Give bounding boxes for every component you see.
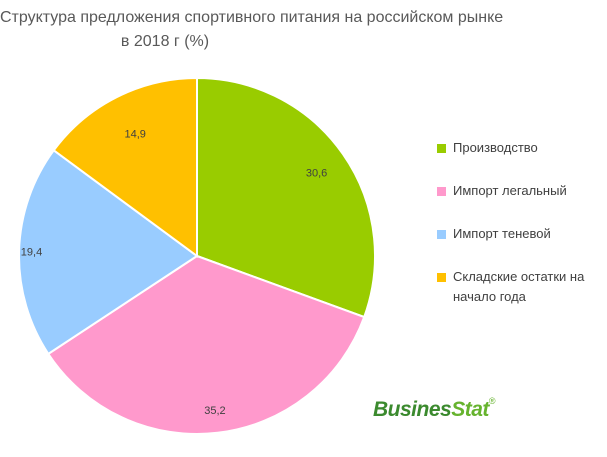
legend-label: Импорт теневой (453, 226, 551, 241)
data-label: 35,2 (204, 405, 225, 417)
legend-item-production: Производство (437, 138, 607, 158)
legend-label: Складские остатки на начало года (453, 269, 585, 304)
legend-item-import-shadow: Импорт теневой (437, 224, 607, 244)
legend: Производство Импорт легальный Импорт тен… (437, 138, 607, 307)
legend-swatch (437, 273, 446, 282)
legend-swatch (437, 230, 446, 239)
slice-import-legal (46, 254, 366, 435)
legend-swatch (437, 144, 446, 153)
slice-warehouse-stock (52, 76, 198, 258)
slice-production (196, 76, 376, 319)
legend-label: Импорт легальный (453, 183, 567, 198)
slice-import-shadow (18, 148, 199, 356)
legend-item-warehouse-stock: Складские остатки на начало года (437, 267, 607, 307)
businesstat-logo: BusinesStat® (373, 396, 496, 421)
data-label: 30,6 (306, 167, 327, 179)
data-label: 19,4 (21, 247, 42, 259)
chart-subtitle: в 2018 г (%) (120, 33, 210, 50)
legend-item-import-legal: Импорт легальный (437, 181, 607, 201)
data-label: 14,9 (125, 129, 146, 141)
legend-swatch (437, 187, 446, 196)
legend-label: Производство (453, 140, 538, 155)
